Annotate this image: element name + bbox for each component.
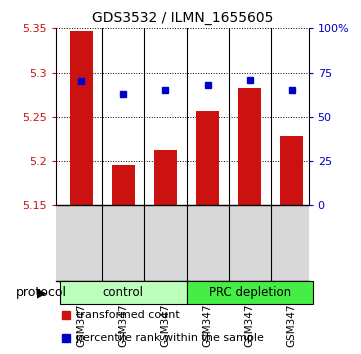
Bar <box>60 281 187 304</box>
Text: protocol: protocol <box>16 286 67 299</box>
Text: PRC depletion: PRC depletion <box>209 286 291 299</box>
Text: transformed count: transformed count <box>76 309 180 320</box>
Title: GDS3532 / ILMN_1655605: GDS3532 / ILMN_1655605 <box>92 11 273 24</box>
Bar <box>238 87 261 205</box>
Text: ▶: ▶ <box>37 286 47 299</box>
Bar <box>196 110 219 205</box>
Bar <box>70 31 93 205</box>
Text: control: control <box>103 286 144 299</box>
Text: percentile rank within the sample: percentile rank within the sample <box>76 332 264 343</box>
Bar <box>187 281 313 304</box>
Bar <box>280 136 303 205</box>
Bar <box>112 165 135 205</box>
Bar <box>154 149 177 205</box>
